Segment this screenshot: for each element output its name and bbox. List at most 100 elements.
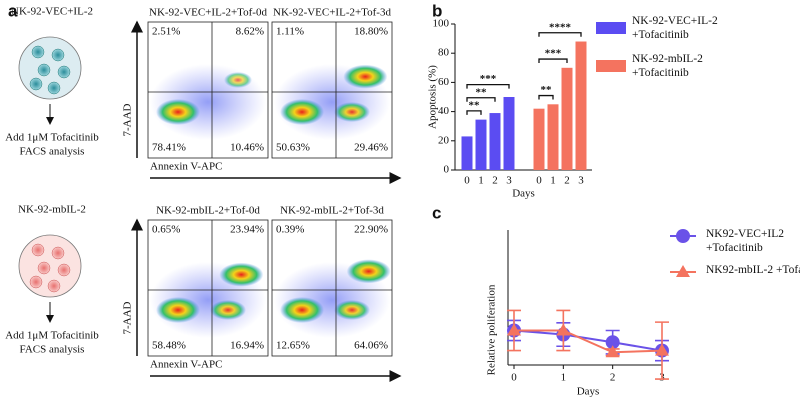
- quadrant-percent: 10.46%: [230, 142, 264, 154]
- x-axis-label: Days: [512, 188, 535, 200]
- plot-title: NK-92-mbIL-2+Tof-0d: [156, 205, 260, 217]
- cell: [31, 45, 45, 59]
- plot-title: NK-92-mbIL-2+Tof-3d: [280, 205, 384, 217]
- density-core: [346, 259, 391, 284]
- step-text: Add 1μM Tofacitinib: [5, 132, 99, 144]
- x-tick-label: 3: [506, 175, 512, 187]
- quadrant-percent: 50.63%: [276, 142, 310, 154]
- legend-marker: [676, 265, 690, 277]
- series-line: [514, 329, 663, 354]
- bar: [561, 67, 573, 170]
- significance-label: **: [469, 99, 481, 111]
- quadrant-percent: 29.46%: [354, 142, 388, 154]
- cell: [51, 246, 65, 260]
- x-axis-label: Annexin V-APC: [150, 161, 222, 173]
- panel-label: b: [432, 1, 442, 20]
- density-core: [156, 297, 200, 323]
- legend-swatch: [596, 22, 626, 34]
- significance-bracket: [538, 32, 582, 37]
- cell: [47, 81, 61, 95]
- density-core: [280, 99, 324, 125]
- marker: [605, 345, 620, 358]
- significance-bracket: [538, 58, 568, 64]
- x-axis-label: Days: [577, 386, 600, 398]
- density-core: [280, 297, 324, 323]
- y-tick-label: 100: [433, 18, 450, 30]
- quadrant-percent: 0.65%: [152, 224, 180, 236]
- x-tick-label: 0: [464, 175, 470, 187]
- y-axis-label: Apoptosis (%): [427, 65, 439, 129]
- marker: [556, 323, 571, 336]
- quadrant-percent: 2.51%: [152, 26, 180, 38]
- step-text: FACS analysis: [20, 146, 85, 158]
- significance-label: ***: [545, 48, 562, 60]
- y-tick-label: 20: [438, 134, 450, 146]
- significance-bracket: [466, 97, 496, 102]
- legend-marker: [676, 229, 690, 243]
- step-text: FACS analysis: [20, 344, 85, 356]
- x-tick-label: 0: [511, 372, 517, 384]
- x-tick-label: 2: [564, 175, 570, 187]
- marker: [605, 335, 620, 350]
- quadrant-percent: 58.48%: [152, 340, 186, 352]
- marker: [507, 323, 521, 336]
- quadrant-percent: 64.06%: [354, 340, 388, 352]
- y-axis-label: Relative poliferation: [486, 284, 498, 375]
- cell: [37, 63, 51, 77]
- significance-label: **: [476, 86, 488, 98]
- y-tick-label: 40: [438, 105, 450, 117]
- quadrant-percent: 18.80%: [354, 26, 388, 38]
- bar: [503, 97, 515, 170]
- quadrant-percent: 1.11%: [276, 26, 304, 38]
- panel-label: a: [8, 1, 18, 20]
- significance-label: ***: [480, 73, 497, 85]
- quadrant-percent: 22.90%: [354, 224, 388, 236]
- density-core: [156, 99, 200, 125]
- group-name: NK-92-mbIL-2: [18, 204, 86, 216]
- x-tick-label: 3: [578, 175, 584, 187]
- cell: [29, 77, 43, 91]
- y-tick-label: 80: [438, 47, 450, 59]
- x-tick-label: 0: [536, 175, 542, 187]
- density-core: [343, 64, 388, 89]
- step-text: Add 1μM Tofacitinib: [5, 330, 99, 342]
- legend-swatch: [596, 60, 626, 72]
- bar: [575, 41, 587, 170]
- significance-bracket: [538, 94, 554, 100]
- cell: [31, 243, 45, 257]
- panel-label: c: [432, 203, 441, 222]
- density-core: [334, 300, 370, 320]
- quadrant-percent: 16.94%: [230, 340, 264, 352]
- x-tick-label: 2: [492, 175, 498, 187]
- cell: [57, 263, 71, 277]
- significance-label: **: [541, 84, 553, 96]
- plot-title: NK-92-VEC+IL-2+Tof-3d: [273, 7, 391, 19]
- bar: [547, 104, 559, 170]
- bar: [533, 108, 545, 170]
- cell: [51, 48, 65, 62]
- legend-label: NK92-mbIL-2 +Tofacitinib: [706, 264, 800, 276]
- density-core: [224, 72, 252, 88]
- cell: [57, 65, 71, 79]
- y-axis-label: 7-AAD: [122, 301, 134, 334]
- quadrant-percent: 12.65%: [276, 340, 310, 352]
- significance-label: ****: [549, 21, 572, 33]
- density-core: [219, 262, 264, 287]
- y-tick-label: 0: [444, 164, 450, 176]
- legend-label: NK-92-VEC+IL-2 +Tofacitinib: [632, 15, 718, 41]
- quadrant-percent: 23.94%: [230, 224, 264, 236]
- bar: [489, 113, 501, 170]
- plot-title: NK-92-VEC+IL-2+Tof-0d: [149, 7, 267, 19]
- quadrant-percent: 0.39%: [276, 224, 304, 236]
- density-core: [334, 102, 370, 122]
- x-tick-label: 1: [478, 175, 484, 187]
- x-axis-label: Annexin V-APC: [150, 359, 222, 371]
- x-tick-label: 1: [561, 372, 567, 384]
- bar: [461, 136, 473, 170]
- legend-label: NK92-VEC+IL2 +Tofacitinib: [706, 228, 785, 254]
- density-core: [210, 300, 246, 320]
- marker: [655, 343, 669, 356]
- legend-label: NK-92-mbIL-2 +Tofacitinib: [632, 53, 703, 79]
- bar: [475, 119, 487, 170]
